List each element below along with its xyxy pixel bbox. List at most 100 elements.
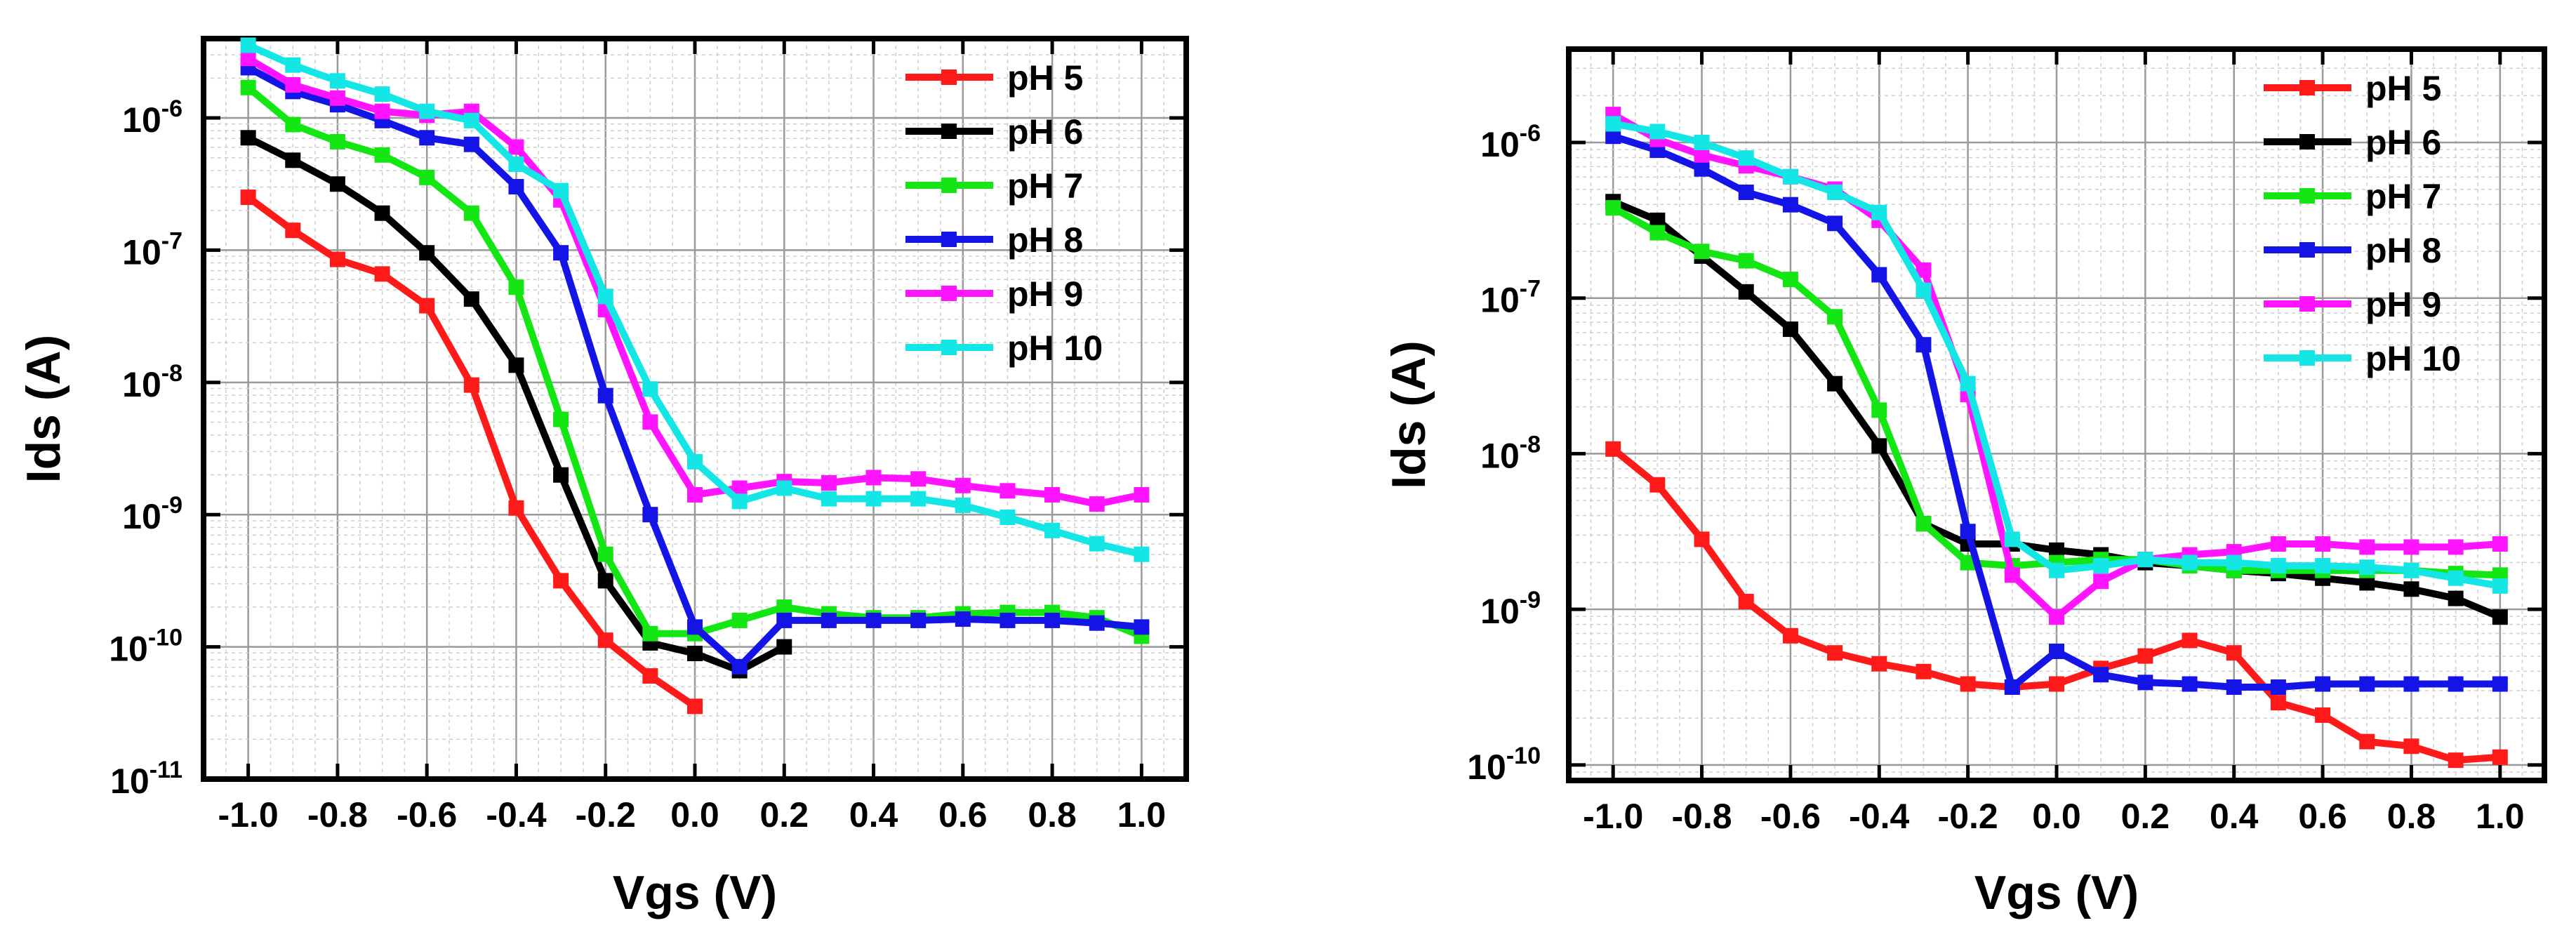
data-point [419,103,435,119]
data-point [1605,128,1621,145]
data-point [463,291,479,307]
legend-label: pH 9 [1007,274,1083,314]
data-point [2049,609,2064,625]
x-tick-label: -0.4 [486,795,546,835]
data-point [1000,612,1016,628]
data-point [1782,197,1798,213]
data-point [2226,679,2242,695]
data-point [240,190,256,206]
left-panel: -1.0 -0.8 -0.6 -0.4 -0.2 0.0 0.2 0.4 0.6 0.8 1.0 10… [17,36,1189,919]
data-point [1089,496,1105,512]
data-point [1782,627,1798,644]
data-point [553,573,569,589]
y-tick-label: 10-9 [122,492,182,536]
y-axis-title: Ids (A) [17,335,70,484]
data-point [955,477,971,493]
data-point [2448,590,2464,606]
legend-item: pH 8 [905,220,1083,260]
data-point [955,611,971,627]
data-point [1694,135,1710,151]
data-point [642,381,658,397]
data-point [2492,536,2508,552]
x-tick-label: 1.0 [2476,797,2525,836]
data-point [1827,184,1843,200]
data-point [2270,558,2286,574]
legend-marker [941,232,957,247]
data-point [1089,536,1105,552]
data-point [1871,204,1887,220]
data-point [687,486,703,503]
data-point [2448,676,2464,692]
data-point [1827,215,1843,232]
legend-label: pH 6 [2365,123,2441,162]
data-point [285,222,301,239]
data-point [821,475,837,491]
legend-label: pH 5 [2365,69,2441,108]
data-point [642,625,658,642]
data-point [642,507,658,523]
data-point [508,279,524,295]
y-axis-title: Ids (A) [1382,340,1435,489]
data-point [240,37,256,53]
x-tick-label: -0.6 [1760,797,1821,836]
data-point [508,357,524,373]
data-point [2093,667,2109,683]
data-point [1089,615,1105,631]
data-point [1044,522,1061,538]
x-tick-label: -1.0 [218,795,279,835]
data-point [2137,552,2153,568]
x-tick-label: 0.0 [2032,797,2081,836]
legend-label: pH 8 [2365,231,2441,270]
legend-label: pH 7 [2365,177,2441,216]
x-tick-label: 0.8 [1028,795,1077,835]
series-ph-9 [240,51,1150,512]
data-point [1649,225,1666,241]
data-point [1694,147,1710,163]
data-point [2315,707,2331,723]
y-tick-label: 10-6 [1480,120,1541,164]
data-point [1782,272,1798,288]
data-point [1960,376,1976,392]
data-point [419,130,435,146]
data-point [285,152,301,168]
x-axis-title: Vgs (V) [1974,866,2139,919]
data-point [2182,554,2198,571]
x-tick-label: -0.8 [1671,797,1732,836]
grid [203,39,1187,780]
series-ph-5 [1605,441,2508,769]
y-tick-label: 10-8 [1480,431,1541,475]
data-point [642,668,658,684]
data-point [1134,546,1150,562]
data-point [1000,509,1016,525]
data-point [865,612,882,628]
series-ph-10 [1605,116,2508,594]
data-point [1782,168,1798,185]
data-point [1871,267,1887,283]
data-point [2093,558,2109,574]
data-point [1738,594,1754,610]
data-point [776,612,792,628]
data-point [597,573,613,589]
data-point [1916,282,1932,298]
data-point [1605,200,1621,216]
data-point [2182,632,2198,649]
data-point [2315,536,2331,552]
legend-marker [2299,134,2315,149]
right-panel: -1.0 -0.8 -0.6 -0.4 -0.2 0.0 0.2 0.4 0.6 0.8 1.0 10… [1382,46,2547,919]
data-point [2492,578,2508,594]
data-point [2403,676,2419,692]
x-tick-label: 0.6 [938,795,988,835]
data-point [1916,262,1932,278]
data-point [731,493,748,510]
legend-marker [941,340,957,355]
data-point [776,599,792,616]
series-group [1605,107,2508,769]
x-tick-label: 0.0 [670,795,719,835]
legend-marker [941,286,957,301]
data-point [1694,244,1710,260]
legend: pH 5 pH 6 pH 7 pH 8 pH 9 pH 10 [2264,69,2461,378]
data-point [1000,483,1016,499]
x-tick-label: 0.2 [2121,797,2170,836]
